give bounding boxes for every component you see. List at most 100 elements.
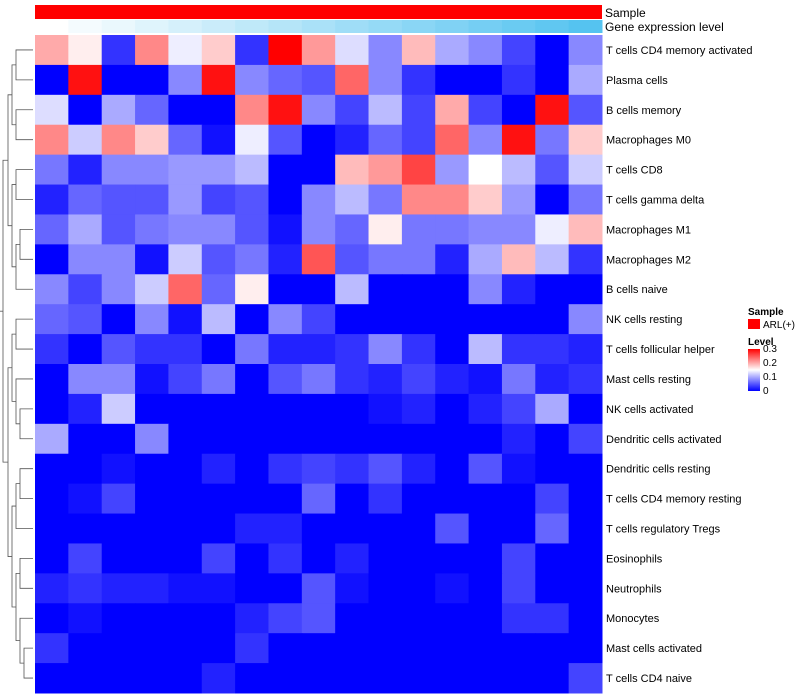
heatmap-cell (68, 334, 103, 365)
heatmap-cell (268, 543, 303, 574)
heatmap-cell (168, 304, 203, 335)
heatmap-cell (301, 304, 336, 335)
dendrogram-branch (19, 558, 33, 589)
heatmap-cell (568, 94, 603, 126)
dendrogram-branch (19, 229, 33, 260)
dendrogram-branch (15, 572, 20, 642)
heatmap-cell (35, 64, 69, 96)
heatmap-cell (468, 513, 503, 544)
dendrogram-branch (2, 159, 8, 463)
heatmap-cell (368, 663, 403, 694)
heatmap-cell (535, 603, 570, 634)
row-label: T cells gamma delta (606, 195, 705, 207)
heatmap-cell (135, 663, 169, 694)
heatmap-cell (168, 393, 203, 425)
heatmap-cell (335, 364, 370, 395)
heatmap-cell (68, 603, 103, 634)
heatmap-cell (235, 35, 269, 66)
heatmap-cell (135, 124, 169, 156)
heatmap-cell (435, 244, 470, 275)
heatmap-cell (235, 64, 269, 96)
heatmap-cell (168, 154, 203, 186)
heatmap-cell (68, 304, 103, 335)
heatmap-cell (35, 94, 69, 126)
heatmap-cell (101, 573, 136, 604)
heatmap-cell (501, 603, 536, 634)
heatmap-cell (68, 393, 103, 425)
heatmap-cell (201, 214, 236, 245)
heatmap-cell (535, 124, 570, 156)
heatmap-cell (35, 573, 69, 604)
heatmap-cell (501, 35, 536, 66)
heatmap-cell (168, 423, 203, 455)
heatmap-cell (568, 423, 603, 455)
row-label: Macrophages M0 (606, 135, 691, 147)
annotation-label-sample: Sample (605, 6, 646, 20)
heatmap-cell (201, 603, 236, 634)
heatmap-cell (335, 453, 370, 485)
heatmap-cell (201, 453, 236, 485)
heatmap-cell (468, 393, 503, 425)
heatmap-cell (468, 633, 503, 664)
heatmap-cell (468, 334, 503, 365)
heatmap-cell (101, 274, 136, 305)
heatmap-cell (368, 35, 403, 66)
heatmap-cell (68, 483, 103, 515)
heatmap-cell (535, 483, 570, 515)
heatmap-cell (568, 304, 603, 335)
heatmap-cell (301, 154, 336, 186)
heatmap-cell (201, 124, 236, 156)
heatmap-cell (201, 423, 236, 455)
heatmap-cell (35, 184, 69, 215)
heatmap-cell (101, 423, 136, 455)
heatmap-cell (168, 214, 203, 245)
heatmap-cell (35, 453, 69, 485)
heatmap-cell (68, 364, 103, 395)
heatmap-cell (335, 244, 370, 275)
heatmap-cell (568, 633, 603, 664)
legend-level-colorbar (748, 349, 760, 391)
heatmap-cell (368, 513, 403, 544)
heatmap-cell (301, 513, 336, 544)
heatmap-cell (268, 453, 303, 485)
heatmap-cell (368, 423, 403, 455)
heatmap-cell (101, 184, 136, 215)
heatmap-cell (401, 35, 436, 66)
heatmap-cell (335, 35, 370, 66)
heatmap-cell (201, 573, 236, 604)
legend-level-tick: 0.1 (763, 372, 777, 383)
heatmap-cell (101, 513, 136, 544)
heatmap-cell (468, 35, 503, 66)
heatmap-cell (101, 543, 136, 574)
heatmap-cell (201, 663, 236, 694)
annotation-cell-gene-expression (435, 20, 470, 33)
heatmap-cell (501, 633, 536, 664)
legend-sample-title: Sample (748, 307, 784, 318)
dendrogram-branch (15, 378, 33, 425)
heatmap-cell (268, 64, 303, 96)
heatmap-cell (401, 364, 436, 395)
heatmap-cell (368, 94, 403, 126)
heatmap-cell (535, 393, 570, 425)
heatmap-cell (201, 94, 236, 126)
heatmap-cell (335, 543, 370, 574)
heatmap-cell (68, 513, 103, 544)
heatmap-cell (468, 304, 503, 335)
annotation-cell-gene-expression (101, 20, 136, 33)
heatmap-cell (68, 35, 103, 66)
heatmap-cell (301, 663, 336, 694)
heatmap-cell (268, 603, 303, 634)
heatmap-cell (535, 543, 570, 574)
heatmap-cell (68, 184, 103, 215)
heatmap-cell (235, 663, 269, 694)
heatmap-cell (535, 244, 570, 275)
row-label: T cells follicular helper (606, 344, 715, 356)
heatmap-cell (468, 124, 503, 156)
heatmap-cell (535, 214, 570, 245)
row-label: T cells regulatory Tregs (606, 524, 721, 536)
heatmap-cell (301, 603, 336, 634)
legend-sample-swatch (748, 319, 760, 329)
heatmap-cell (201, 35, 236, 66)
heatmap-cell (235, 124, 269, 156)
heatmap-cell (201, 483, 236, 515)
